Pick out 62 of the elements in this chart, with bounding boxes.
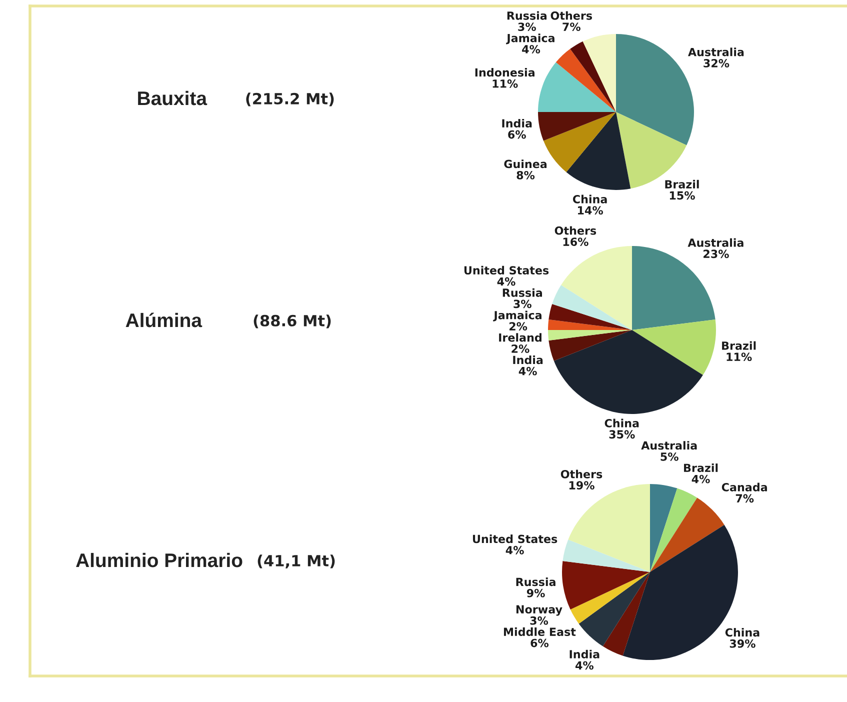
data-label: 11% (726, 352, 752, 362)
slice-label: India (502, 118, 532, 128)
slice-label: Jamaica (493, 310, 542, 322)
data-label: 35% (609, 430, 635, 439)
data-label: 16% (563, 238, 588, 246)
slice-label: Australia (688, 238, 744, 247)
slice-label: Others (560, 470, 602, 478)
data-label: 3% (530, 616, 548, 625)
text: Aluminio Primario (76, 552, 242, 568)
data-label: 15% (670, 191, 695, 200)
slice-label: United States (464, 266, 549, 275)
data-label: 4% (497, 277, 516, 286)
data-label: 39% (730, 639, 756, 648)
data-label: 3% (514, 300, 532, 308)
data-label: 8% (516, 170, 535, 180)
data-label: 7% (736, 494, 754, 503)
slice-label: Jamaica (506, 34, 554, 44)
slice-label: Canada (722, 482, 767, 492)
text: (41,1 Mt) (258, 554, 335, 568)
slice-label: United States (472, 534, 558, 544)
slice-label: Russia (502, 288, 542, 297)
data-label: 9% (526, 588, 545, 598)
slice-label: Brazil (722, 341, 756, 350)
slice-label: Guinea (504, 160, 547, 168)
slice-label: Norway (516, 605, 562, 616)
text: Alúmina (126, 312, 202, 328)
data-label: 4% (506, 546, 524, 554)
data-label: 32% (704, 59, 730, 68)
slice-label: India (513, 356, 543, 364)
text: (215.2 Mt) (246, 92, 334, 106)
data-label: 5% (660, 452, 678, 461)
data-label: 23% (704, 250, 729, 258)
slice-label: Others (550, 11, 592, 20)
data-label: 11% (492, 79, 518, 88)
slice-label: Brazil (684, 463, 718, 472)
slice-label: Russia (516, 578, 556, 586)
slice-label: China (725, 628, 760, 637)
slice-label: China (572, 194, 607, 204)
data-label: 6% (530, 638, 549, 648)
text: Bauxita (138, 90, 208, 106)
slice-label: Russia (507, 11, 546, 20)
data-label: 4% (692, 474, 710, 484)
data-label: 19% (569, 481, 594, 490)
data-label: 6% (508, 130, 526, 139)
slice-label: Middle East (504, 627, 576, 636)
slice-label: Ireland (499, 333, 542, 342)
slice-label: Indonesia (475, 68, 534, 77)
data-label: 4% (575, 661, 594, 670)
data-label: 4% (522, 45, 540, 54)
data-label: 2% (509, 322, 528, 331)
data-label: 7% (562, 22, 580, 32)
slice-label: Australia (641, 441, 697, 450)
data-label: 4% (518, 366, 537, 376)
data-label: 14% (578, 206, 603, 215)
slice-label: Others (554, 226, 596, 235)
text: (88.6 Mt) (254, 314, 331, 328)
data-label: 3% (518, 22, 536, 32)
slice-label: China (604, 418, 639, 428)
slice-label: Brazil (665, 180, 699, 188)
slice-label: Australia (688, 48, 744, 56)
data-label: 2% (512, 344, 530, 353)
slice-label: India (570, 650, 600, 658)
